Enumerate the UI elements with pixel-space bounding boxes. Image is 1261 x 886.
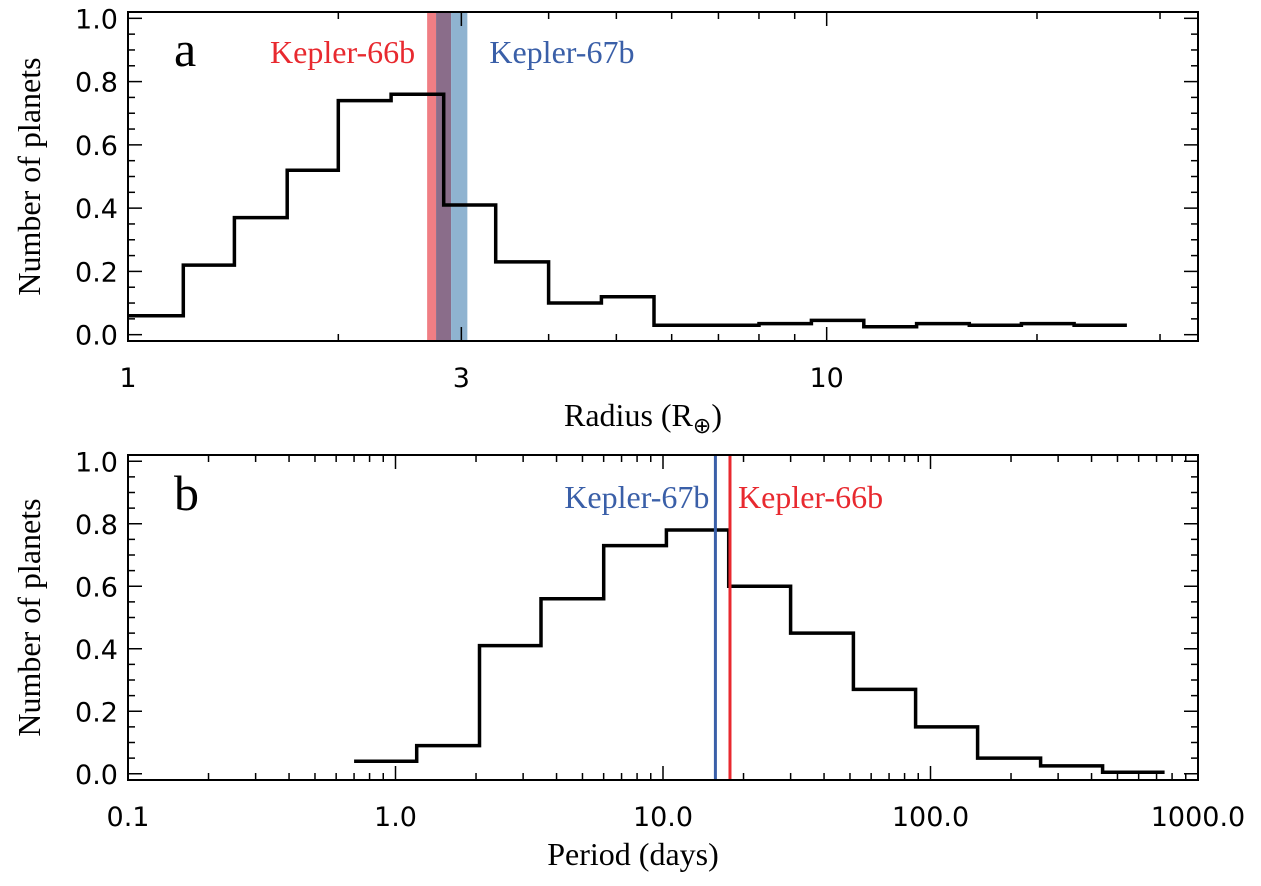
y-tick-label: 0.2 [75,697,118,728]
kepler-66b-radius-band [427,12,437,341]
x-tick-label: 1 [119,363,136,394]
y-tick-label: 0.8 [75,68,118,99]
y-tick-label: 1.0 [75,4,118,35]
kepler-66b-label-b: Kepler-66b [738,479,883,515]
period-y-axis-title: Number of planets [11,498,47,736]
radius-plot-frame [127,11,1199,342]
y-tick-label: 0.6 [75,572,118,603]
radius-y-axis-title: Number of planets [11,57,47,295]
y-tick-label: 0.6 [75,131,118,162]
radius-histogram-panel: 0.0 0.2 0.4 0.6 0.8 1.0 1 3 10 a Kepler-66b Kepl… [11,4,1199,438]
period-plot-frame [127,454,1199,781]
y-tick-label: 0.4 [75,635,118,666]
y-tick-label: 0.2 [75,257,118,288]
x-tick-label: 100.0 [892,802,969,833]
radius-x-axis-title: Radius (R⊕) [564,397,722,438]
y-tick-label: 0.4 [75,194,118,225]
radius-x-title-close: ) [711,397,722,433]
y-tick-label: 1.0 [75,447,118,478]
period-planet-lines [713,455,732,780]
y-tick-label: 0.0 [75,321,118,352]
x-tick-label: 3 [453,363,470,394]
period-histogram-line [354,528,1165,774]
x-tick-label: 0.1 [107,802,150,833]
radius-x-title-text: Radius (R [564,397,694,433]
x-tick-label: 10.0 [633,802,693,833]
y-tick-label: 0.8 [75,510,118,541]
radius-tick-labels: 0.0 0.2 0.4 0.6 0.8 1.0 1 3 10 [75,4,844,394]
panel-a-label: a [174,21,196,77]
radius-histogram-line [128,92,1127,329]
kepler-67b-label-b: Kepler-67b [564,479,709,515]
period-tick-labels: 0.0 0.2 0.4 0.6 0.8 1.0 0.1 1.0 10.0 100.0 1000.0 [75,447,1245,833]
radius-highlight-bands [427,12,468,341]
period-axis-ticks [127,455,1199,780]
x-tick-label: 1.0 [374,802,417,833]
earth-subscript-symbol: ⊕ [693,413,711,438]
kepler-67b-radius-band [451,12,468,341]
x-tick-label: 10 [809,363,843,394]
x-tick-label: 1000.0 [1151,802,1245,833]
period-x-axis-title: Period (days) [547,836,719,872]
kepler-67b-label-a: Kepler-67b [489,34,634,70]
panel-b-label: b [174,465,199,521]
period-histogram-panel: 0.00.20.40.60.81.00.1 1.0 10.0 100.0 1000.0 … [11,447,1245,872]
y-tick-label: 0.0 [75,760,118,791]
kepler-66b-label-a: Kepler-66b [270,34,415,70]
